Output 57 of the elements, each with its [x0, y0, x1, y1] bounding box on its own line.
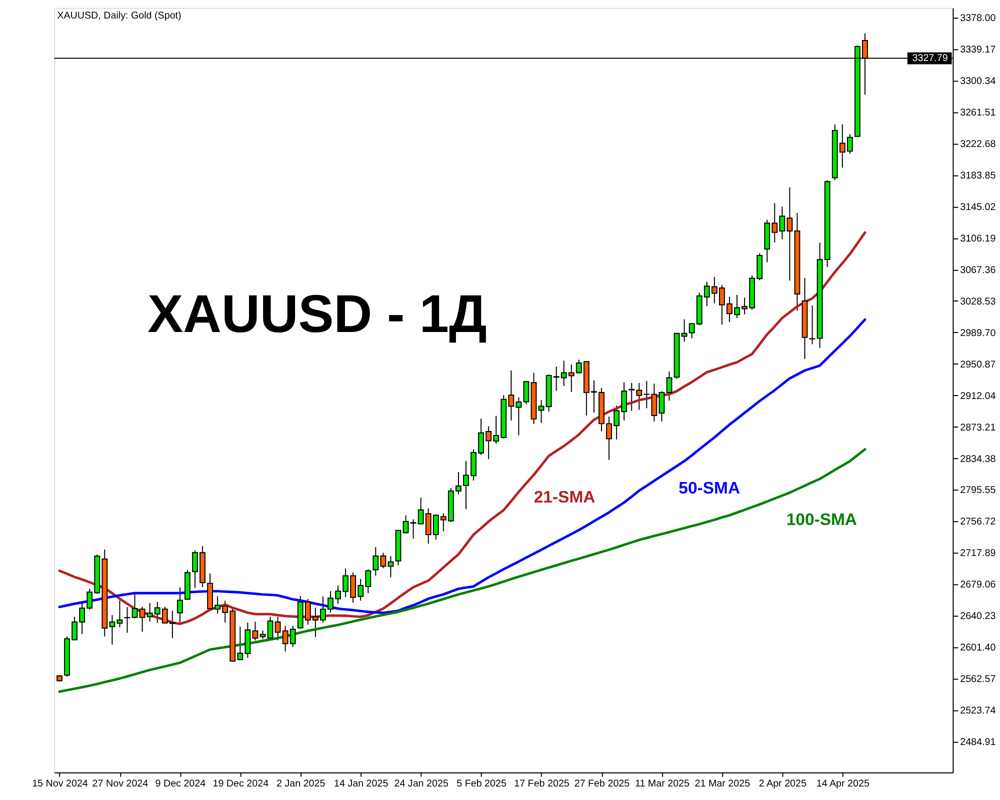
x-tick-label: 9 Dec 2024	[155, 778, 206, 790]
y-tick-label: 3378.00	[960, 13, 996, 24]
series-label: 21-SMA	[534, 487, 596, 506]
line-series	[58, 448, 866, 693]
y-tick-label: 2834.38	[960, 454, 996, 465]
y-tick-label: 2950.87	[960, 359, 996, 370]
chart-title: XAUUSD, Daily: Gold (Spot)	[57, 10, 182, 22]
annotation: XAUUSD - 1Д	[148, 284, 487, 344]
y-tick-label: 2601.40	[960, 642, 996, 654]
x-tick-label: 11 Mar 2025	[634, 778, 690, 790]
y-tick-label: 2523.74	[960, 706, 996, 717]
line-series	[58, 231, 866, 626]
x-tick-label: 5 Feb 2025	[456, 778, 507, 790]
y-tick-label: 2873.21	[960, 422, 996, 434]
y-tick-label: 3106.19	[960, 233, 996, 244]
series-label: 100-SMA	[786, 510, 858, 530]
candlestick	[658, 390, 665, 422]
x-tick-label: 27 Feb 2025	[574, 778, 630, 790]
x-tick-label: 17 Feb 2025	[514, 778, 570, 790]
x-tick-label: 2 Apr 2025	[758, 778, 807, 790]
y-tick-label: 3222.68	[960, 138, 996, 150]
x-tick-label: 14 Jan 2025	[334, 778, 389, 790]
y-tick-label: 2989.70	[960, 328, 996, 339]
y-tick-label: 3261.51	[960, 107, 996, 118]
candlestick	[267, 616, 274, 640]
y-tick-label: 3028.53	[960, 296, 996, 308]
y-tick-label: 2640.23	[960, 611, 996, 622]
x-tick-label: 14 Apr 2025	[816, 778, 870, 790]
y-tick-label: 2679.06	[960, 580, 996, 591]
candlestick	[252, 621, 258, 641]
candlestick	[132, 592, 138, 619]
y-tick-label: 3067.36	[960, 264, 996, 276]
candlestick	[176, 586, 183, 624]
candlestick	[809, 304, 816, 345]
x-tick-label: 19 Dec 2024	[212, 778, 270, 790]
candlestick	[116, 600, 123, 628]
x-tick-label: 27 Nov 2024	[92, 778, 149, 790]
x-tick-label: 2 Jan 2025	[276, 778, 326, 790]
candlestick	[666, 370, 672, 402]
y-tick-label: 2717.89	[960, 548, 996, 560]
y-tick-label: 3183.85	[960, 170, 996, 182]
y-tick-label: 3339.17	[960, 44, 996, 56]
candlestick	[124, 606, 130, 634]
y-tick-label: 2795.55	[960, 485, 996, 496]
candlestick	[402, 514, 409, 534]
x-tick-label: 21 Mar 2025	[694, 778, 751, 790]
candlestick	[523, 380, 530, 405]
y-tick-label: 2562.57	[960, 674, 996, 686]
y-tick-label: 2484.91	[960, 737, 996, 748]
y-tick-label: 3300.34	[960, 76, 996, 87]
x-tick-label: 15 Nov 2024	[32, 778, 88, 790]
y-tick-label: 3145.02	[960, 202, 996, 213]
ref-line-label: 3327.79	[912, 53, 948, 64]
x-tick-label: 24 Jan 2025	[394, 778, 449, 790]
y-tick-label: 2756.72	[960, 516, 996, 528]
y-tick-label: 2912.04	[960, 390, 996, 402]
series-label: 50-SMA	[678, 478, 740, 498]
